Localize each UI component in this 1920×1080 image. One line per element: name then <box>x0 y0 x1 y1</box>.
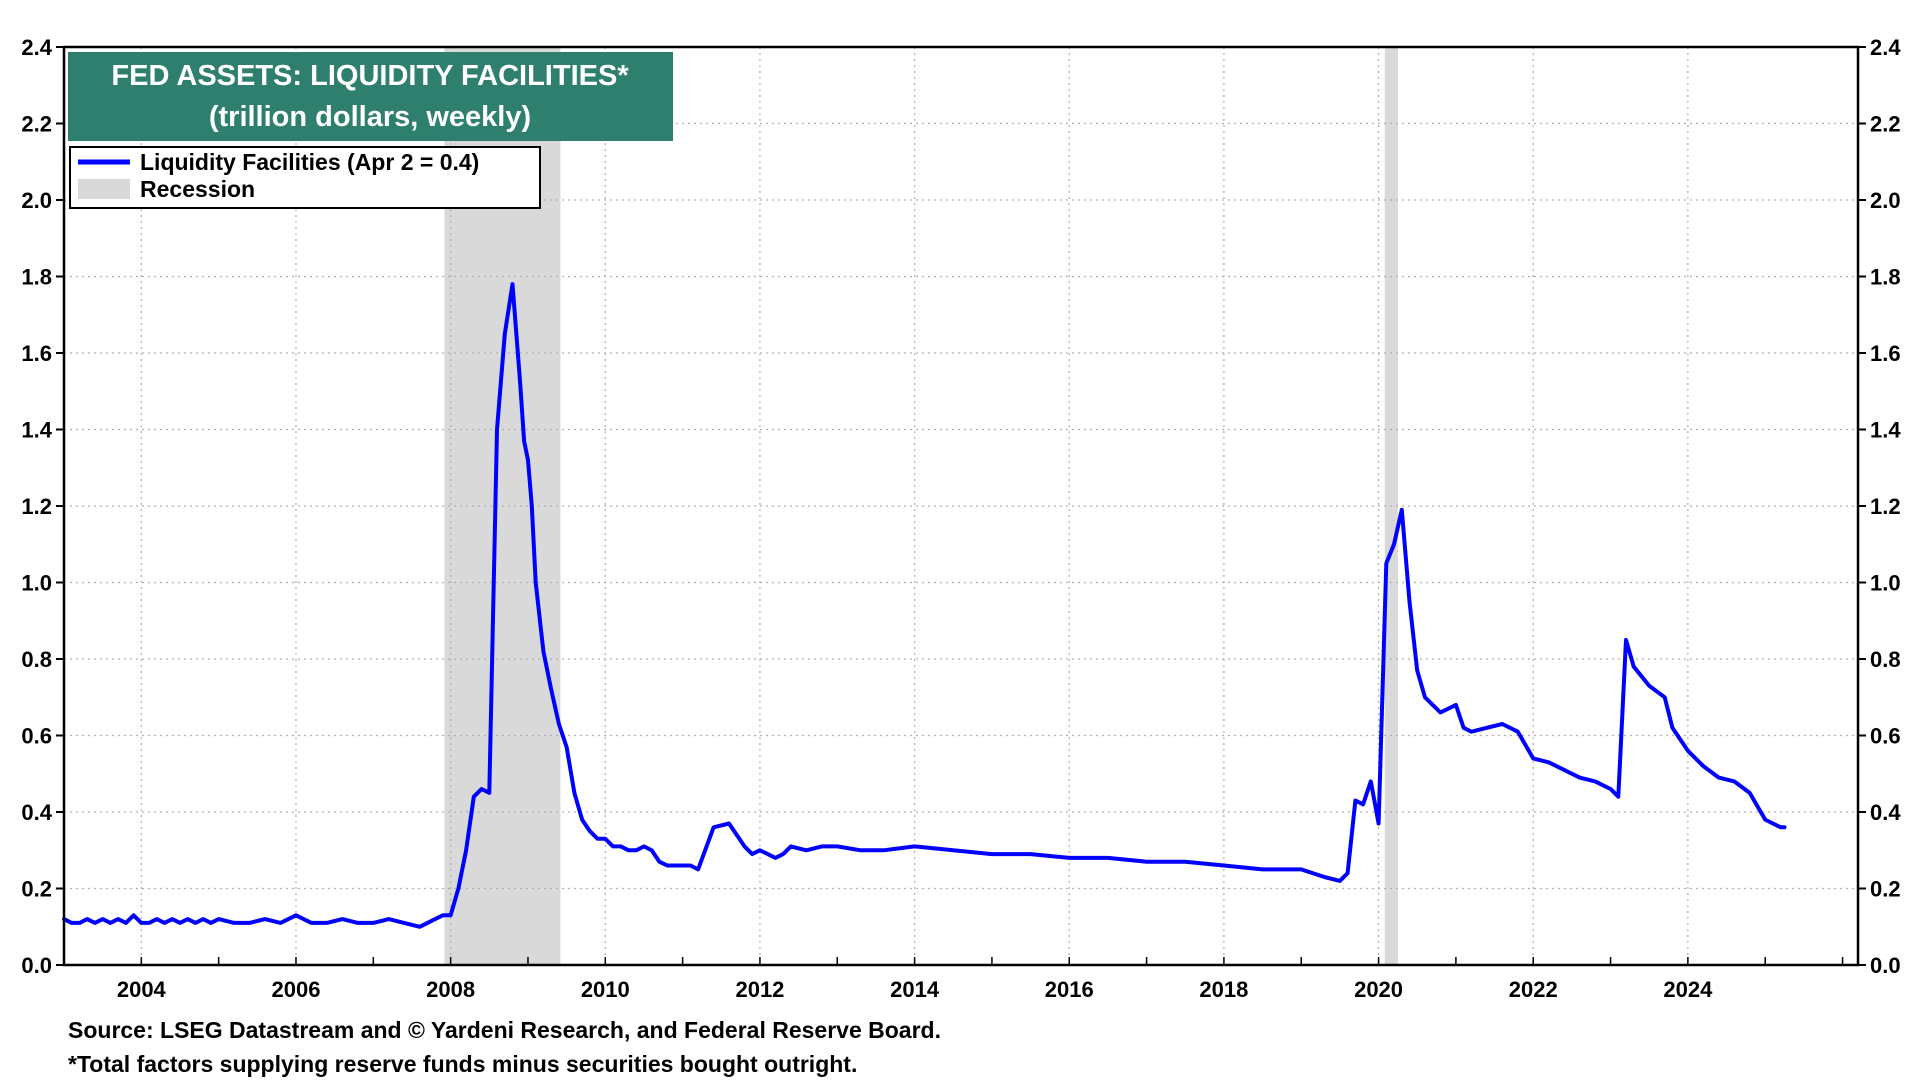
y-tick-label-right: 2.4 <box>1870 35 1901 60</box>
series-layer <box>62 282 1787 929</box>
gridlines <box>64 47 1858 965</box>
y-tick-label-left: 0.8 <box>21 647 52 672</box>
x-tick-label: 2020 <box>1354 977 1403 1002</box>
x-tick-label: 2012 <box>735 977 784 1002</box>
y-tick-label-left: 0.0 <box>21 953 52 978</box>
legend: Liquidity Facilities (Apr 2 = 0.4) Reces… <box>69 146 541 209</box>
y-tick-label-left: 1.6 <box>21 341 52 366</box>
y-tick-label-left: 2.2 <box>21 112 52 137</box>
legend-recession-swatch <box>78 179 130 199</box>
y-tick-label-left: 0.4 <box>21 800 52 825</box>
y-tick-label-right: 0.2 <box>1870 877 1901 902</box>
y-tick-label-right: 1.6 <box>1870 341 1901 366</box>
y-tick-label-left: 1.2 <box>21 494 52 519</box>
x-tick-label: 2008 <box>426 977 475 1002</box>
chart-title: FED ASSETS: LIQUIDITY FACILITIES* <box>111 60 629 92</box>
legend-box <box>69 146 541 209</box>
y-tick-label-left: 1.0 <box>21 571 52 596</box>
y-tick-label-right: 2.0 <box>1870 188 1901 213</box>
x-tick-label: 2022 <box>1509 977 1558 1002</box>
source-note: Source: LSEG Datastream and © Yardeni Re… <box>68 1017 941 1043</box>
y-tick-label-right: 0.8 <box>1870 647 1901 672</box>
y-tick-label-right: 0.4 <box>1870 800 1901 825</box>
y-tick-label-right: 2.2 <box>1870 112 1901 137</box>
y-tick-label-left: 2.0 <box>21 188 52 213</box>
title-background <box>68 52 673 141</box>
y-tick-label-right: 1.8 <box>1870 265 1901 290</box>
y-tick-label-left: 1.8 <box>21 265 52 290</box>
chart-subtitle: (trillion dollars, weekly) <box>209 101 531 133</box>
legend-recession-label: Recession <box>140 176 255 202</box>
y-tick-label-left: 0.2 <box>21 877 52 902</box>
y-tick-label-right: 1.0 <box>1870 571 1901 596</box>
y-tick-label-right: 1.4 <box>1870 418 1901 443</box>
title-box: FED ASSETS: LIQUIDITY FACILITIES* (trill… <box>68 52 673 141</box>
x-tick-label: 2004 <box>117 977 167 1002</box>
y-tick-label-left: 2.4 <box>21 35 52 60</box>
y-tick-label-right: 0.6 <box>1870 724 1901 749</box>
legend-series-label: Liquidity Facilities (Apr 2 = 0.4) <box>140 149 479 175</box>
y-tick-label-left: 0.6 <box>21 724 52 749</box>
x-tick-label: 2018 <box>1199 977 1248 1002</box>
axis-ticks: 0.0 0.0 0.2 0.2 0.4 0.4 0.6 0.6 0.8 0.8 1.0 1.0 1.2 1… <box>21 35 1901 1002</box>
x-tick-label: 2016 <box>1045 977 1094 1002</box>
x-tick-label: 2014 <box>890 977 940 1002</box>
series-line-1 <box>62 282 1787 929</box>
x-tick-label: 2010 <box>581 977 630 1002</box>
y-tick-label-left: 1.4 <box>21 418 52 443</box>
footnote: *Total factors supplying reserve funds m… <box>68 1051 857 1077</box>
y-tick-label-right: 0.0 <box>1870 953 1901 978</box>
x-tick-label: 2006 <box>272 977 321 1002</box>
x-tick-label: 2024 <box>1663 977 1713 1002</box>
y-tick-label-right: 1.2 <box>1870 494 1901 519</box>
